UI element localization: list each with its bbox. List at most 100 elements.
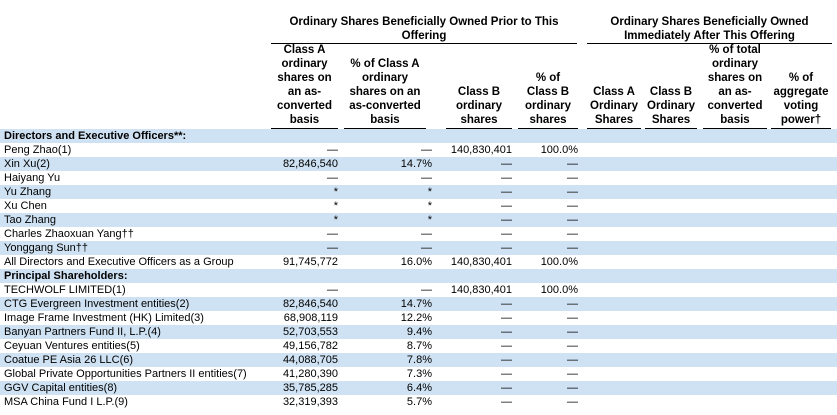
table-cell <box>700 255 768 269</box>
table-cell <box>587 381 641 395</box>
table-cell: 140,830,401 <box>450 144 512 156</box>
ownership-table-body: Directors and Executive Officers**: Peng … <box>0 129 837 409</box>
table-row: CTG Evergreen Investment entities(2) 82,8… <box>0 297 837 311</box>
table-cell <box>587 269 641 283</box>
table-cell: 100.0% <box>540 144 578 156</box>
table-cell: 14.7% <box>400 158 432 170</box>
table-cell: — <box>567 172 578 184</box>
table-cell: 12.2% <box>400 312 432 324</box>
table-cell: * <box>427 200 432 212</box>
table-cell <box>700 381 768 395</box>
table-cell: — <box>501 172 512 184</box>
row-label: Xin Xu(2) <box>4 158 50 170</box>
row-label: Ceyuan Ventures entities(5) <box>4 340 140 352</box>
row-label: Directors and Executive Officers**: <box>4 130 187 142</box>
table-cell <box>645 255 697 269</box>
table-cell <box>587 325 641 339</box>
table-cell: — <box>567 200 578 212</box>
row-label: MSA China Fund I L.P.(9) <box>4 396 128 408</box>
table-row: MSA China Fund I L.P.(9) 32,319,393 5.7% — — <box>0 395 837 409</box>
table-cell <box>768 185 832 199</box>
table-cell <box>436 129 512 143</box>
table-row: Yonggang Sun†† — — — — <box>0 241 837 255</box>
table-cell: — <box>421 144 432 156</box>
group-header-prior: Ordinary Shares Beneficially Owned Prior… <box>271 15 577 44</box>
table-cell: — <box>567 396 578 408</box>
table-cell <box>645 339 697 353</box>
table-row: TECHWOLF LIMITED(1) — — 140,830,401 100.0% <box>0 283 837 297</box>
table-cell <box>645 353 697 367</box>
table-cell: — <box>421 284 432 296</box>
col-header-classb: Class B ordinary shares <box>446 43 512 129</box>
table-cell: — <box>327 172 338 184</box>
table-cell: — <box>501 186 512 198</box>
table-cell: — <box>421 228 432 240</box>
table-cell: * <box>333 200 338 212</box>
table-cell <box>700 339 768 353</box>
table-cell: * <box>333 214 338 226</box>
table-cell: 100.0% <box>540 284 578 296</box>
table-row: Charles Zhaoxuan Yang†† — — — — <box>0 227 837 241</box>
table-cell <box>645 171 697 185</box>
table-cell: — <box>567 312 578 324</box>
table-cell <box>768 241 832 255</box>
table-cell <box>587 367 641 381</box>
table-cell: — <box>501 326 512 338</box>
table-cell <box>645 143 697 157</box>
table-cell <box>587 171 641 185</box>
table-cell <box>645 129 697 143</box>
table-cell <box>645 311 697 325</box>
table-cell <box>700 171 768 185</box>
table-cell: — <box>567 214 578 226</box>
col-header-classa-asconv: Class A ordinary shares on an as- conver… <box>271 43 338 129</box>
table-cell: — <box>567 368 578 380</box>
table-cell: — <box>501 214 512 226</box>
table-cell <box>768 227 832 241</box>
table-cell <box>587 213 641 227</box>
table-cell: 7.8% <box>406 354 432 366</box>
table-cell <box>768 283 832 297</box>
table-cell <box>645 395 697 409</box>
table-cell: — <box>501 354 512 366</box>
table-cell <box>700 143 768 157</box>
table-cell <box>340 129 432 143</box>
table-cell <box>587 241 641 255</box>
table-cell <box>700 297 768 311</box>
table-cell <box>700 185 768 199</box>
table-cell: 7.3% <box>406 368 432 380</box>
table-row: Image Frame Investment (HK) Limited(3) 68… <box>0 311 837 325</box>
table-cell <box>250 269 338 283</box>
table-cell <box>587 199 641 213</box>
table-row: Banyan Partners Fund II, L.P.(4) 52,703,5… <box>0 325 837 339</box>
table-cell <box>587 297 641 311</box>
table-cell: — <box>501 158 512 170</box>
table-cell <box>700 241 768 255</box>
table-row: Yu Zhang * * — — <box>0 185 837 199</box>
table-cell: 9.4% <box>406 326 432 338</box>
row-label: GGV Capital entities(8) <box>4 382 118 394</box>
col-header-classb-after: Class B Ordinary Shares <box>645 43 697 129</box>
table-cell: 32,319,393 <box>282 396 338 408</box>
table-cell <box>587 255 641 269</box>
table-cell <box>700 157 768 171</box>
table-cell <box>768 367 832 381</box>
row-label: CTG Evergreen Investment entities(2) <box>4 298 190 310</box>
group-header-after: Ordinary Shares Beneficially Owned Immed… <box>587 15 832 44</box>
table-cell <box>768 297 832 311</box>
row-label: Yu Zhang <box>4 186 52 198</box>
table-cell <box>645 381 697 395</box>
table-cell <box>645 199 697 213</box>
table-row: Global Private Opportunities Partners II… <box>0 367 837 381</box>
row-label: Peng Zhao(1) <box>4 144 72 156</box>
table-cell <box>587 283 641 297</box>
row-label: Xu Chen <box>4 200 47 212</box>
table-cell <box>587 311 641 325</box>
table-cell <box>700 227 768 241</box>
table-row: Peng Zhao(1) — — 140,830,401 100.0% <box>0 143 837 157</box>
table-cell <box>587 129 641 143</box>
table-cell: — <box>327 284 338 296</box>
table-cell <box>645 213 697 227</box>
table-cell: 140,830,401 <box>450 284 512 296</box>
table-cell <box>768 381 832 395</box>
table-cell <box>516 129 578 143</box>
